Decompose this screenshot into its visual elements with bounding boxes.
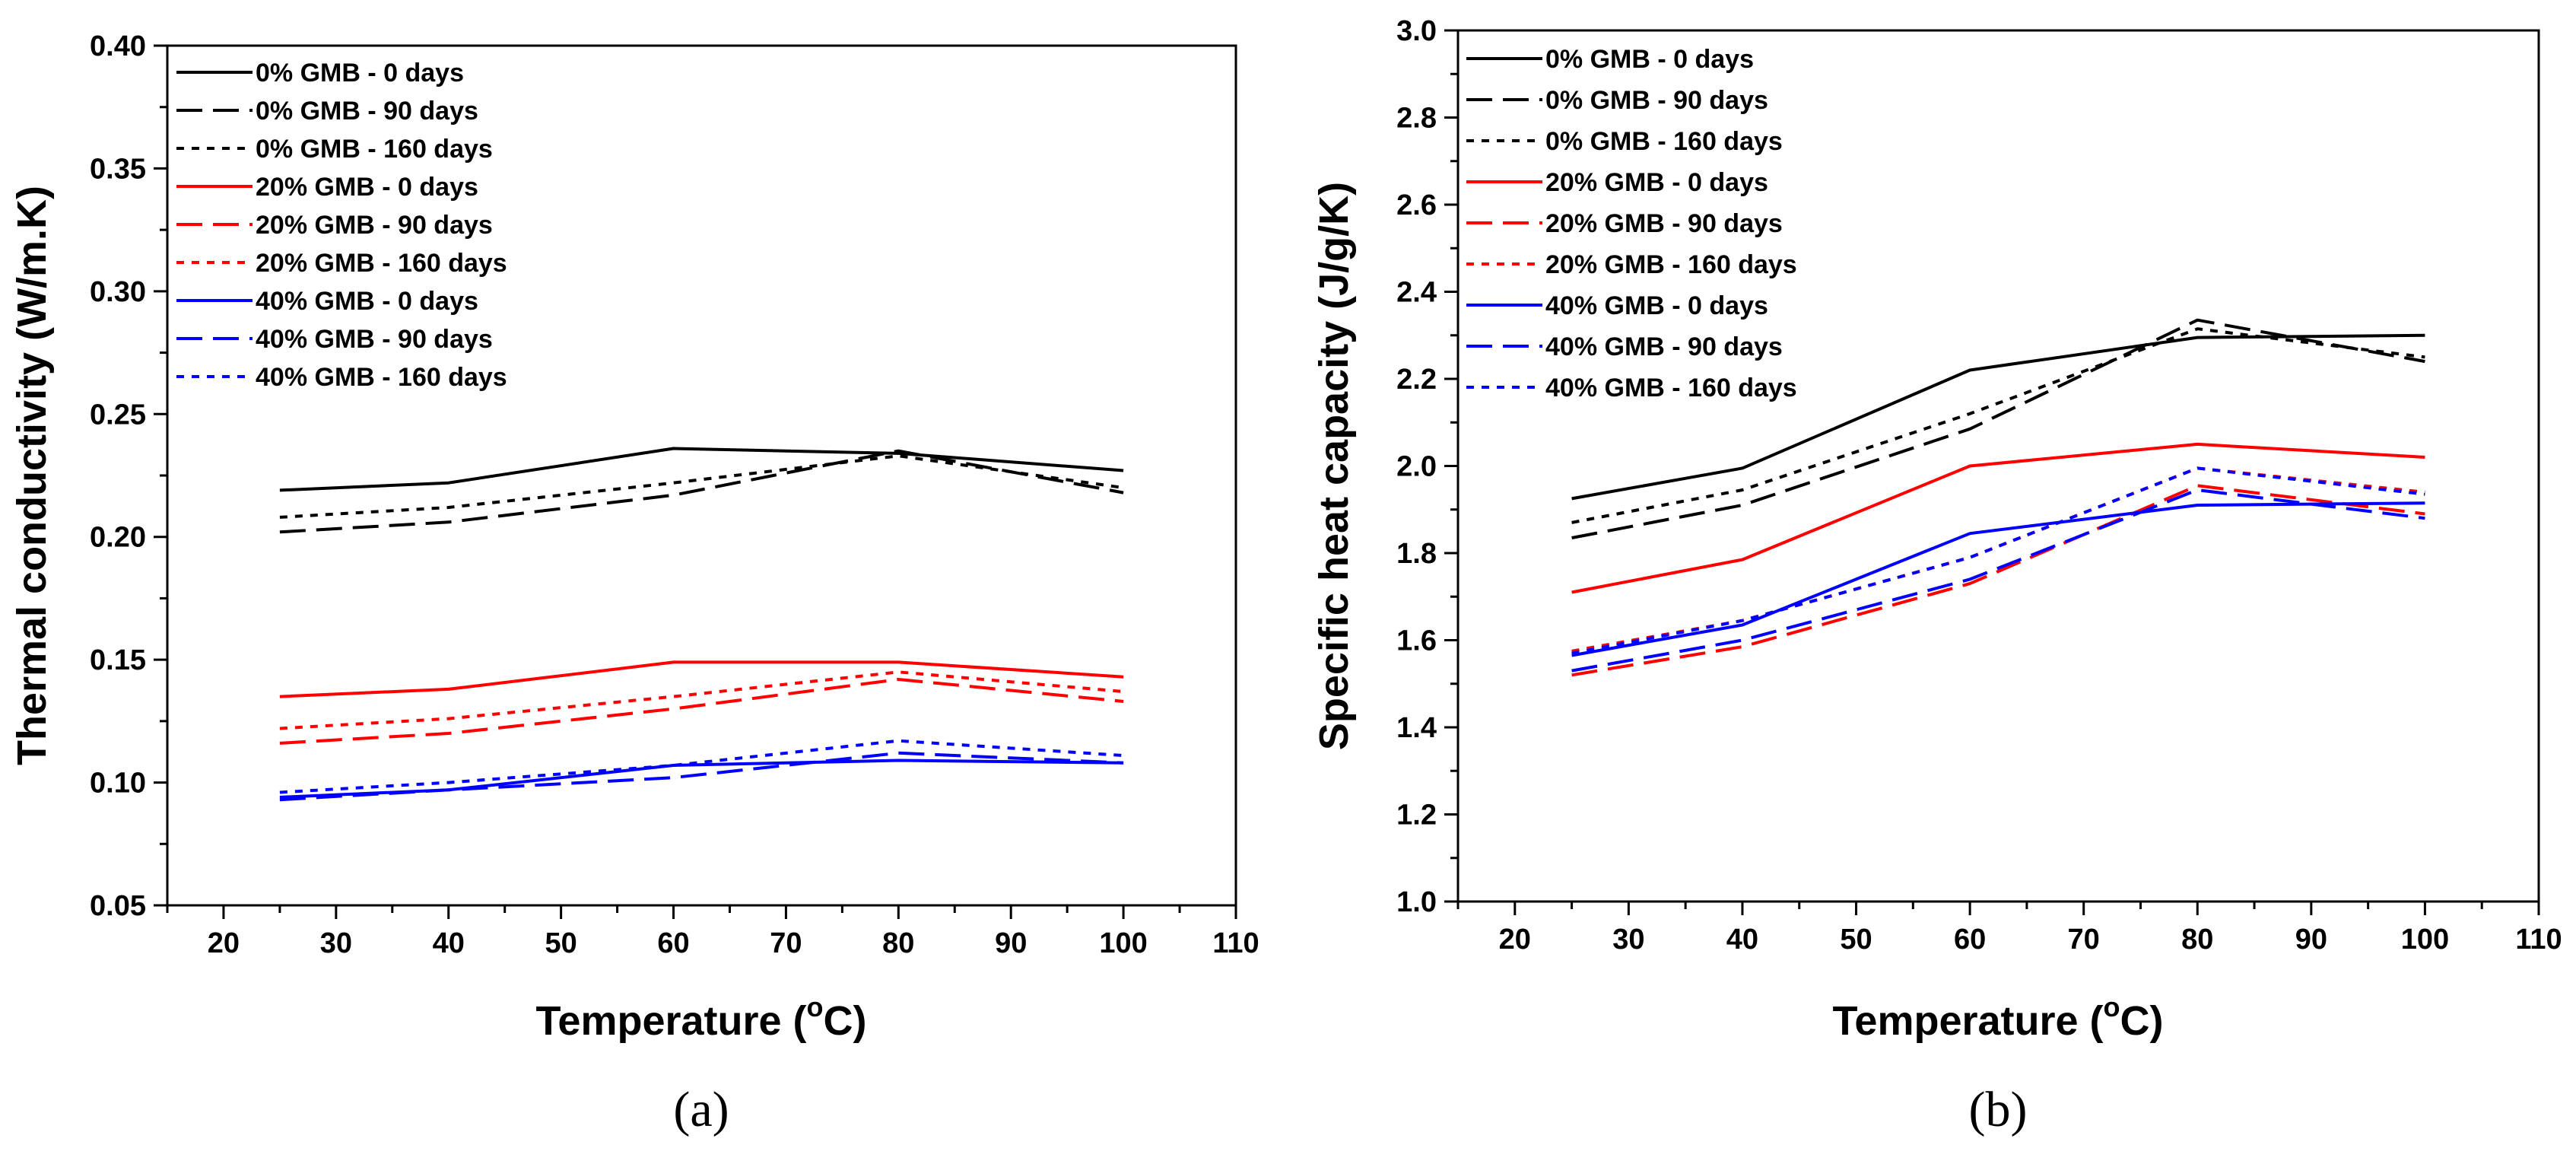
chart-1-x-axis-title: Temperature (oC) [1832, 991, 2163, 1044]
chart-0-legend-label: 0% GMB - 160 days [256, 135, 493, 164]
chart-1-y-tick-label: 1.6 [1396, 625, 1437, 657]
chart-0-x-tick-label: 90 [995, 927, 1027, 959]
chart-1-x-tick-label: 70 [2068, 924, 2100, 956]
chart-0-series-line-0pct-gmb-0-days [279, 447, 1124, 492]
chart-0-series-line-40pct-gmb-90-days [279, 751, 1124, 802]
chart-0-series-line-0pct-gmb-160-days [279, 454, 1124, 519]
chart-0-series-line-20pct-gmb-160-days [279, 670, 1124, 730]
chart-1-y-tick-label: 3.0 [1396, 15, 1437, 47]
chart-1-x-tick-label: 80 [2181, 924, 2213, 956]
chart-0-x-tick-label: 100 [1099, 927, 1147, 959]
chart-0-x-tick-label: 110 [1212, 927, 1259, 959]
chart-0-y-tick-label: 0.25 [90, 399, 146, 431]
chart-1-legend-label: 0% GMB - 160 days [1545, 127, 1783, 156]
chart-0-x-tick-label: 60 [657, 927, 689, 959]
chart-1-y-tick-label: 2.2 [1396, 364, 1437, 396]
chart-1-series-line-20pct-gmb-160-days [1571, 466, 2425, 653]
chart-1-y-tick-label: 2.8 [1396, 103, 1437, 135]
chart-1-x-tick-label: 60 [1954, 924, 1986, 956]
chart-0-y-tick-label: 0.20 [90, 522, 146, 554]
chart-0-legend-label: 20% GMB - 0 days [256, 173, 478, 202]
chart-1-y-tick-label: 1.0 [1396, 886, 1437, 918]
chart-0-legend-label: 0% GMB - 0 days [256, 59, 464, 87]
chart-1-legend-label: 40% GMB - 0 days [1545, 291, 1768, 320]
chart-1-legend: 0% GMB - 0 days 0% GMB - 90 days 0% GMB - … [1466, 45, 1797, 402]
chart-0-series-line-40pct-gmb-160-days [279, 739, 1124, 794]
chart-1-series-line-20pct-gmb-90-days [1571, 484, 2425, 677]
chart-1-series-line-0pct-gmb-90-days [1571, 318, 2425, 539]
chart-0-legend-label: 40% GMB - 160 days [256, 363, 507, 392]
chart-0-x-tick-label: 70 [770, 927, 802, 959]
chart-1-legend-label: 20% GMB - 90 days [1545, 209, 1783, 238]
chart-1-x-axis-title-superscript: o [2104, 991, 2120, 1022]
chart-1-legend-label: 40% GMB - 160 days [1545, 374, 1797, 402]
chart-0-series-line-0pct-gmb-90-days [279, 449, 1124, 534]
chart-1-series-line-40pct-gmb-90-days [1571, 488, 2425, 673]
chart-0-x-axis-title-superscript: o [807, 991, 824, 1022]
chart-0-legend-label: 40% GMB - 90 days [256, 325, 493, 354]
chart-1-x-tick-label: 20 [1499, 924, 1531, 956]
chart-1-y-tick-label: 2.0 [1396, 451, 1437, 483]
chart-0-y-tick-label: 0.35 [90, 153, 146, 185]
chart-0-legend-label: 20% GMB - 90 days [256, 211, 493, 240]
chart-0-panel-label: (a) [673, 1082, 729, 1137]
chart-0-y-tick-label: 0.10 [90, 768, 146, 800]
chart-1-x-tick-label: 50 [1840, 924, 1872, 956]
chart-0-y-tick-label: 0.40 [90, 30, 146, 62]
chart-0-legend-label: 20% GMB - 160 days [256, 249, 507, 278]
chart-0-legend-label: 40% GMB - 0 days [256, 287, 478, 316]
chart-1-x-tick-label: 90 [2295, 924, 2327, 956]
chart-1-y-tick-label: 1.2 [1396, 800, 1437, 832]
chart-0-x-tick-label: 40 [433, 927, 465, 959]
chart-0-x-axis-title-main: Temperature ( [535, 998, 806, 1044]
chart-0-series-line-20pct-gmb-90-days [279, 678, 1124, 745]
chart-0-x-tick-label: 20 [208, 927, 240, 959]
chart-0-legend: 0% GMB - 0 days 0% GMB - 90 days 0% GMB - … [176, 59, 507, 392]
chart-1-x-tick-label: 110 [2515, 924, 2562, 956]
chart-1-legend-label: 20% GMB - 0 days [1545, 168, 1768, 197]
chart-1-legend-label: 0% GMB - 0 days [1545, 45, 1754, 74]
chart-1-x-tick-label: 40 [1726, 924, 1758, 956]
chart-1-legend-label: 0% GMB - 90 days [1545, 86, 1768, 115]
chart-1-x-tick-label: 100 [2401, 924, 2449, 956]
chart-0-y-tick-label: 0.05 [90, 890, 146, 922]
chart-1-x-axis-title-main: Temperature ( [1832, 998, 2103, 1044]
chart-panel-thermal-conductivity: 0.05 0.10 0.15 0.20 0.25 0.30 0.35 0.40 20 30 40 50… [9, 30, 1259, 1137]
chart-0-series-line-20pct-gmb-0-days [279, 660, 1124, 698]
chart-1-y-axis-title: Specific heat capacity (J/g/K) [1311, 182, 1357, 750]
chart-1-plot-frame [1456, 29, 2540, 903]
chart-0-y-tick-label: 0.30 [90, 276, 146, 308]
chart-0-x-tick-label: 80 [882, 927, 914, 959]
chart-panel-specific-heat-capacity: 1.0 1.2 1.4 1.6 1.8 2.0 2.2 2.4 2.6 2.8 3.0 20 30 40 5… [1311, 15, 2562, 1137]
chart-0-x-axis-title-end: C) [824, 998, 867, 1044]
chart-0-y-tick-label: 0.15 [90, 644, 146, 676]
chart-1-y-tick-label: 2.4 [1396, 277, 1437, 309]
chart-1-x-tick-label: 30 [1612, 924, 1644, 956]
chart-0-y-axis-title: Thermal conductivity (W/m.K) [9, 186, 55, 765]
chart-1-series-line-40pct-gmb-160-days [1571, 466, 2425, 655]
chart-1-y-tick-label: 1.4 [1396, 712, 1437, 744]
chart-1-panel-label: (b) [1969, 1082, 2028, 1137]
chart-0-x-axis-title: Temperature (oC) [535, 991, 866, 1044]
chart-0-x-tick-label: 50 [545, 927, 577, 959]
chart-1-series-line-40pct-gmb-0-days [1571, 501, 2425, 657]
chart-0-legend-label: 0% GMB - 90 days [256, 97, 478, 126]
chart-1-legend-label: 40% GMB - 90 days [1545, 332, 1783, 361]
chart-1-x-axis-title-end: C) [2120, 998, 2164, 1044]
chart-1-y-tick-label: 2.6 [1396, 189, 1437, 221]
chart-1-legend-label: 20% GMB - 160 days [1545, 250, 1797, 279]
chart-1-y-tick-label: 1.8 [1396, 538, 1437, 570]
chart-0-x-tick-label: 30 [320, 927, 352, 959]
